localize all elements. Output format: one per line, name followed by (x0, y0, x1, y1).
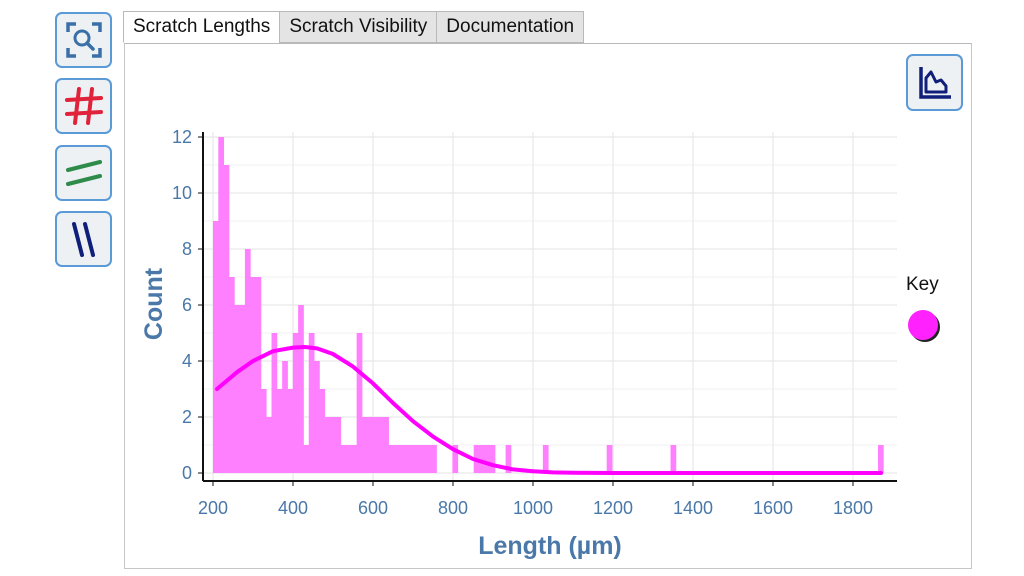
histogram-bar (542, 445, 549, 473)
histogram-bar (292, 333, 299, 473)
histogram-bar (239, 305, 246, 473)
histogram-bar (361, 417, 368, 473)
y-tick-label: 2 (182, 407, 192, 427)
histogram-bar (266, 417, 272, 473)
histogram-bar (399, 445, 405, 473)
histogram-bar (484, 445, 491, 473)
x-tick-label: 800 (438, 498, 468, 518)
histogram-bar (670, 445, 677, 473)
histogram-bar (367, 417, 373, 473)
chart-type-button[interactable] (906, 54, 963, 111)
chart-gridlines (203, 132, 897, 481)
y-tick-label: 8 (182, 239, 192, 259)
histogram-bar (393, 445, 400, 473)
x-axis-label: Length (µm) (478, 532, 622, 560)
histogram-bar (383, 417, 389, 473)
vertical-lines-icon (71, 222, 95, 257)
grid-toggle-tool-button[interactable] (55, 78, 112, 134)
histogram-bar (479, 445, 485, 473)
histogram-bar (213, 221, 219, 473)
histogram-bar (409, 445, 416, 473)
histogram-bar (420, 445, 427, 473)
y-tick-label: 10 (172, 183, 192, 203)
horizontal-lines-tool-button[interactable] (55, 145, 112, 201)
histogram-bar (356, 333, 363, 473)
legend-title: Key (906, 274, 939, 295)
zoom-select-tool-button[interactable] (55, 12, 112, 68)
vertical-lines-tool-button[interactable] (55, 211, 112, 267)
histogram-bar (330, 417, 336, 473)
histogram-bar (415, 445, 421, 473)
x-tick-label: 1400 (673, 498, 713, 518)
area-chart-icon (918, 66, 951, 99)
histogram-bar (377, 417, 384, 473)
magnify-frame-icon (65, 22, 102, 58)
tab-scratch-lengths[interactable]: Scratch Lengths (123, 11, 281, 43)
histogram-bar (340, 445, 347, 473)
histogram-bar (324, 417, 331, 473)
histogram-bar (606, 445, 613, 473)
x-tick-label: 1000 (513, 498, 553, 518)
fit-curve-layer (215, 345, 883, 475)
histogram-bar (244, 249, 251, 473)
histogram-bar (425, 445, 432, 473)
histogram-bar (282, 361, 288, 473)
histogram-bar (335, 417, 342, 473)
y-tick-label: 4 (182, 351, 192, 371)
x-tick-label: 1800 (833, 498, 873, 518)
histogram-bar (276, 389, 283, 473)
normal-fit-curve (215, 345, 883, 475)
x-tick-label: 600 (358, 498, 388, 518)
x-tick-label: 1600 (753, 498, 793, 518)
chart-axes: 200 400 600 800 1000 1200 1400 1600 1800 0 2 4 6 8 10 1… (172, 127, 897, 518)
tab-bar: Scratch Lengths Scratch Visibility Docum… (123, 11, 585, 43)
legend-series-swatch[interactable] (908, 310, 938, 340)
histogram-bar (271, 333, 278, 473)
histogram-bar (388, 445, 395, 473)
histogram-bar (250, 277, 256, 473)
histogram-bar (878, 445, 884, 473)
y-tick-label: 12 (172, 127, 192, 147)
histogram-bar (308, 333, 315, 473)
histogram-bar (319, 389, 326, 473)
x-tick-label: 400 (278, 498, 308, 518)
histogram-bar (223, 165, 230, 473)
histogram-bar (314, 361, 320, 473)
histogram-bar (431, 445, 437, 473)
histogram-bar (505, 445, 512, 473)
histogram-bar (234, 305, 240, 473)
y-axis-label: Count (140, 267, 168, 340)
histogram-bar (255, 277, 262, 473)
histogram-bar (303, 445, 310, 473)
histogram-bar (372, 417, 379, 473)
x-tick-label: 1200 (593, 498, 633, 518)
y-tick-label: 6 (182, 295, 192, 315)
y-tick-label: 0 (182, 463, 192, 483)
tab-scratch-visibility[interactable]: Scratch Visibility (279, 11, 438, 43)
histogram-bar (260, 389, 267, 473)
histogram-bar (346, 445, 352, 473)
histogram-bar (218, 137, 225, 473)
histogram-bar (489, 445, 496, 473)
histogram-bar (287, 389, 294, 473)
histogram-bar (298, 305, 304, 473)
histogram-bar (404, 445, 411, 473)
grid-hash-icon (64, 87, 103, 125)
x-tick-label: 200 (198, 498, 228, 518)
histogram-bar (351, 445, 358, 473)
horizontal-lines-icon (65, 160, 102, 186)
tab-documentation[interactable]: Documentation (436, 11, 585, 43)
histogram-bar (452, 445, 459, 473)
